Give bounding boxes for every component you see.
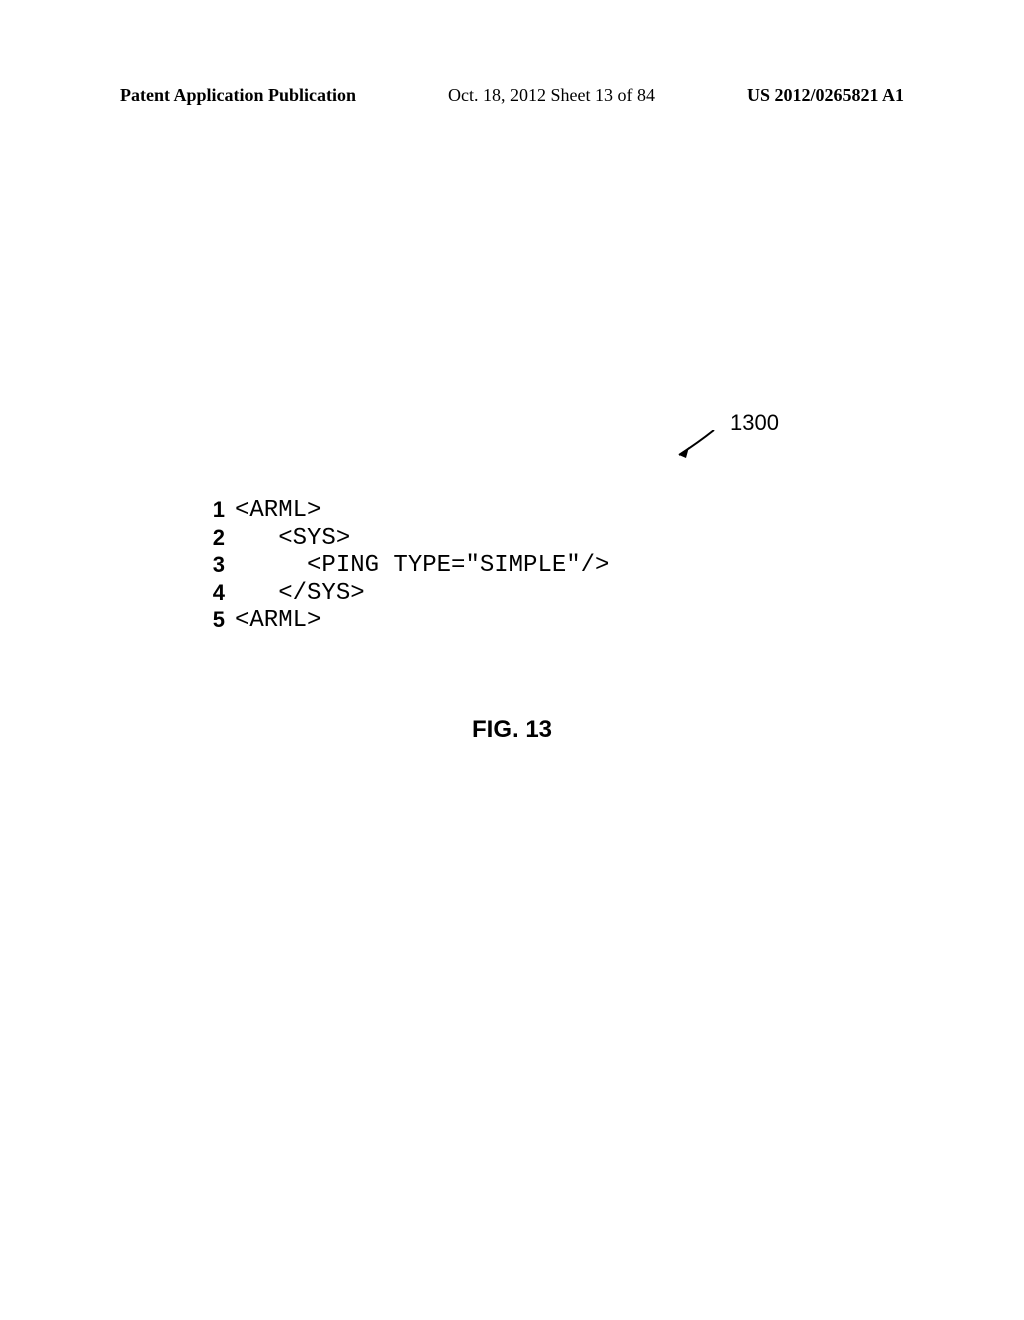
reference-arrow-icon (664, 430, 724, 460)
line-number: 5 (195, 607, 225, 635)
code-text: <ARML> (235, 497, 321, 525)
code-line: 5 <ARML> (195, 607, 609, 635)
figure-label: FIG. 13 (0, 716, 1024, 744)
code-text: <SYS> (235, 525, 350, 553)
code-line: 4 </SYS> (195, 580, 609, 608)
reference-number: 1300 (730, 410, 779, 436)
line-number: 2 (195, 525, 225, 553)
header-date-sheet: Oct. 18, 2012 Sheet 13 of 84 (448, 85, 655, 106)
line-number: 3 (195, 552, 225, 580)
line-number: 1 (195, 497, 225, 525)
header-publication: Patent Application Publication (120, 85, 356, 106)
code-block: 1 <ARML> 2 <SYS> 3 <PING TYPE="SIMPLE"/>… (195, 497, 609, 635)
code-text: <ARML> (235, 607, 321, 635)
code-text: <PING TYPE="SIMPLE"/> (235, 552, 609, 580)
header-patent-number: US 2012/0265821 A1 (747, 85, 904, 106)
code-text: </SYS> (235, 580, 365, 608)
code-line: 1 <ARML> (195, 497, 609, 525)
code-line: 3 <PING TYPE="SIMPLE"/> (195, 552, 609, 580)
line-number: 4 (195, 580, 225, 608)
page-header: Patent Application Publication Oct. 18, … (0, 85, 1024, 106)
code-line: 2 <SYS> (195, 525, 609, 553)
